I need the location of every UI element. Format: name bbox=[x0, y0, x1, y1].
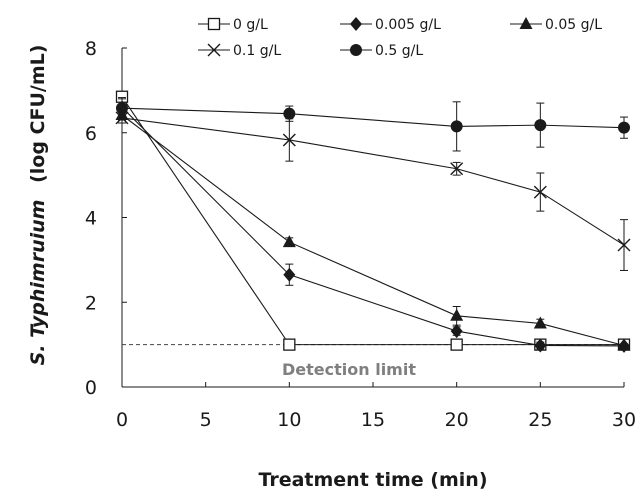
legend-item-1: 0.005 g/L bbox=[340, 17, 441, 33]
y-tick-label-2: 4 bbox=[85, 208, 97, 230]
x-tick-label-6: 30 bbox=[612, 409, 636, 431]
legend-item-0-label: 0 g/L bbox=[233, 17, 268, 33]
legend-item-0: 0 g/L bbox=[198, 17, 268, 33]
series-4 bbox=[116, 97, 630, 152]
legend-item-4-marker bbox=[350, 44, 362, 56]
legend-item-1-marker bbox=[350, 17, 362, 31]
series-2 bbox=[115, 107, 631, 351]
series-4-point-3 bbox=[534, 119, 547, 132]
y-tick-label-1: 2 bbox=[85, 292, 97, 314]
series-4-point-1 bbox=[283, 107, 296, 120]
series-2-point-2 bbox=[450, 308, 464, 321]
series-1 bbox=[116, 98, 630, 353]
series-3 bbox=[115, 111, 631, 271]
series-1-point-3 bbox=[534, 338, 547, 353]
legend-item-4: 0.5 g/L bbox=[340, 43, 423, 59]
series-3-line bbox=[121, 117, 625, 246]
legend-item-1-label: 0.005 g/L bbox=[375, 17, 441, 33]
series-3-point-1 bbox=[282, 133, 296, 147]
legend-item-2-label: 0.05 g/L bbox=[545, 17, 602, 33]
series-4-point-4 bbox=[618, 121, 630, 134]
series-3-point-3 bbox=[533, 185, 547, 199]
series-1-point-1 bbox=[283, 267, 296, 282]
y-tick-label-0: 0 bbox=[85, 377, 97, 399]
y-tick-label-3: 6 bbox=[85, 123, 97, 145]
axis-ticks: 0 5 10 15 20 25 30 0 2 4 6 8 bbox=[85, 38, 636, 431]
series-4-point-0 bbox=[116, 102, 128, 115]
x-tick-label-2: 10 bbox=[277, 409, 301, 431]
y-tick-label-4: 8 bbox=[85, 38, 97, 60]
series-1-line bbox=[121, 106, 625, 347]
series-4-point-2 bbox=[450, 120, 463, 133]
legend: 0 g/L 0.005 g/L 0.05 g/L 0.1 g/L 0.5 g/L bbox=[198, 17, 602, 59]
series-4-line bbox=[121, 107, 625, 129]
series-3-point-2 bbox=[450, 162, 464, 176]
series-0-line bbox=[121, 96, 624, 346]
series-0-point-1 bbox=[283, 338, 296, 351]
legend-item-4-label: 0.5 g/L bbox=[375, 43, 423, 59]
detection-limit: Detection limit bbox=[122, 344, 624, 379]
series-2-line bbox=[121, 114, 625, 347]
legend-item-2-marker bbox=[519, 17, 533, 29]
legend-item-3-label: 0.1 g/L bbox=[233, 43, 281, 59]
series-0 bbox=[115, 90, 631, 351]
series-2-point-1 bbox=[282, 235, 296, 248]
series-2-point-4 bbox=[617, 338, 631, 351]
series-3-point-4 bbox=[617, 238, 631, 252]
legend-item-3: 0.1 g/L bbox=[198, 43, 281, 59]
series-1-point-2 bbox=[450, 324, 463, 339]
x-tick-label-0: 0 bbox=[116, 409, 128, 431]
y-axis-title: S. Typhimruium (log CFU/mL) bbox=[27, 45, 49, 366]
series-2-point-3 bbox=[533, 316, 547, 329]
x-tick-label-4: 20 bbox=[445, 409, 469, 431]
y-axis-title-rest: (log CFU/mL) bbox=[27, 45, 49, 183]
legend-item-3-marker bbox=[207, 43, 221, 57]
y-axis-title-italic: S. Typhimruium bbox=[27, 200, 49, 366]
svg-text:S. Typhimruium (log CFU/: S. Typhimruium (log CFU/mL) bbox=[27, 45, 49, 366]
legend-item-0-marker bbox=[207, 17, 221, 31]
detection-limit-label: Detection limit bbox=[282, 360, 416, 379]
x-axis-title: Treatment time (min) bbox=[258, 469, 487, 491]
legend-item-2: 0.05 g/L bbox=[510, 17, 602, 33]
x-tick-label-1: 5 bbox=[200, 409, 212, 431]
data-series bbox=[115, 90, 631, 353]
x-tick-label-5: 25 bbox=[528, 409, 552, 431]
x-tick-label-3: 15 bbox=[361, 409, 385, 431]
series-0-point-2 bbox=[450, 338, 463, 351]
